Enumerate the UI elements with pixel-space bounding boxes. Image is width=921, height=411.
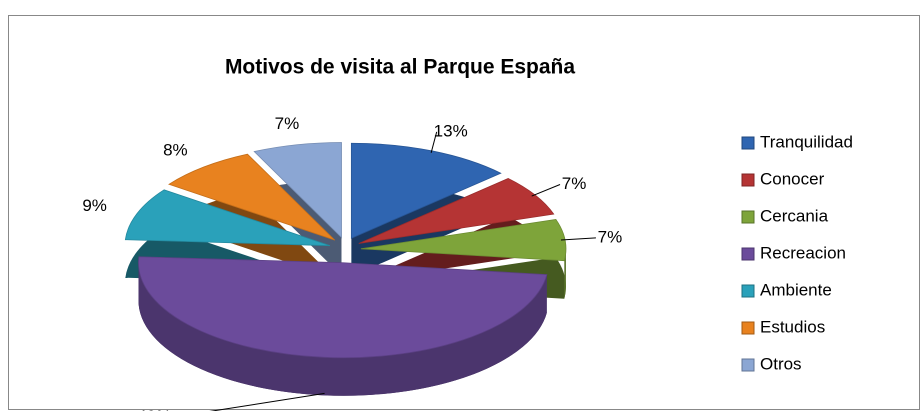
slice xyxy=(253,142,342,239)
legend-swatch xyxy=(741,321,755,335)
leader-line xyxy=(560,237,596,241)
legend-swatch xyxy=(741,247,755,261)
slice xyxy=(168,153,336,241)
legend-label: Conocer xyxy=(760,169,825,188)
data-label: 13% xyxy=(434,121,468,140)
legend-swatch xyxy=(741,284,755,298)
data-label: 8% xyxy=(163,140,188,159)
data-label: 9% xyxy=(82,196,107,215)
data-label: 7% xyxy=(562,174,587,193)
leader-line xyxy=(430,131,438,153)
data-label: 49% xyxy=(137,407,171,411)
legend-swatch xyxy=(741,173,755,187)
data-label: 7% xyxy=(275,114,300,133)
legend-swatch xyxy=(741,210,755,224)
pie: 13% 7% 7% 49% 9% 8% 7% xyxy=(82,114,622,411)
legend: Tranquilidad Conocer Cercania Recreacion Amb… xyxy=(741,132,853,373)
slice-side xyxy=(564,248,566,299)
leader-line xyxy=(209,392,325,411)
slice xyxy=(350,142,502,239)
legend-label: Ambiente xyxy=(760,280,832,299)
legend-label: Estudios xyxy=(760,317,825,336)
data-label: 7% xyxy=(598,227,623,246)
legend-label: Recreacion xyxy=(760,243,846,262)
leader-line xyxy=(531,184,561,197)
chart-title: Motivos de visita al Parque España xyxy=(225,56,575,79)
legend-label: Cercania xyxy=(760,206,829,225)
slice-side xyxy=(138,262,547,396)
slice xyxy=(138,256,548,359)
legend-swatch xyxy=(741,136,755,150)
legend-label: Tranquilidad xyxy=(760,132,853,151)
legend-swatch xyxy=(741,358,755,372)
slice xyxy=(124,189,331,247)
legend-label: Otros xyxy=(760,354,802,373)
